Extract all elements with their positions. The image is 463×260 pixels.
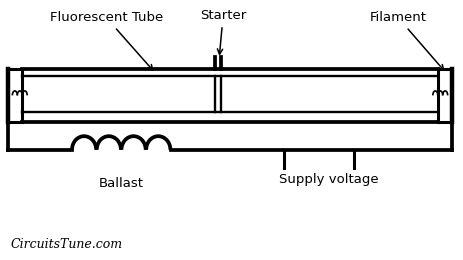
Text: CircuitsTune.com: CircuitsTune.com — [10, 238, 123, 251]
Text: Fluorescent Tube: Fluorescent Tube — [50, 11, 163, 70]
Text: Filament: Filament — [369, 11, 444, 70]
Text: Supply voltage: Supply voltage — [279, 173, 379, 186]
Text: Starter: Starter — [200, 9, 246, 54]
Text: Ballast: Ballast — [99, 178, 144, 191]
